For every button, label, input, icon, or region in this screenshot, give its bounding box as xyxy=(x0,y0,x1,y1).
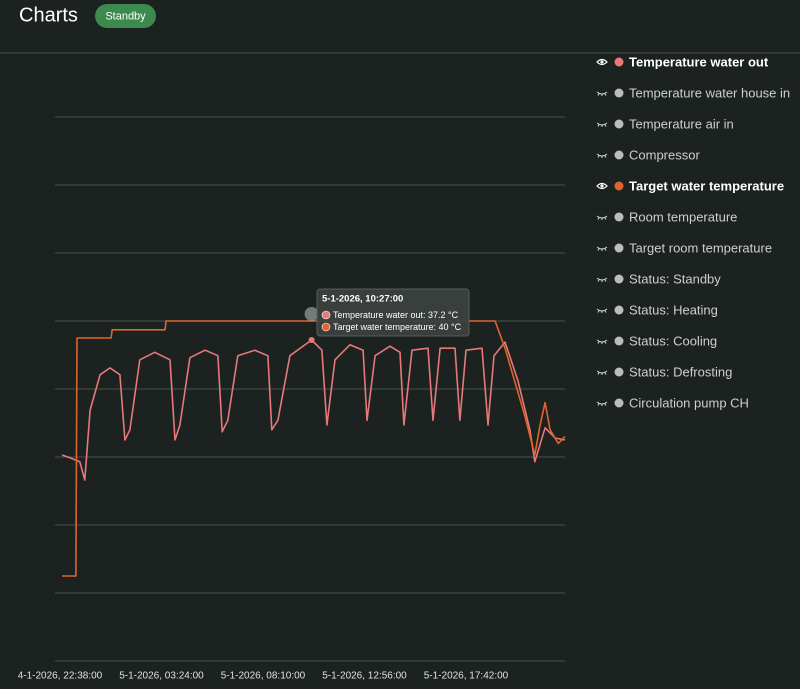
legend-item[interactable]: Temperature air in xyxy=(596,116,734,131)
legend-swatch xyxy=(614,398,624,408)
legend-swatch xyxy=(614,336,624,346)
eye-pupil xyxy=(600,60,604,64)
eye-closed-icon xyxy=(596,153,608,158)
series-line xyxy=(61,339,566,481)
legend-label: Status: Standby xyxy=(629,271,721,286)
tooltip: 5-1-2026, 10:27:00 Temperature water out:… xyxy=(304,288,470,344)
legend-item[interactable]: Status: Cooling xyxy=(596,333,717,348)
legend-swatch xyxy=(614,243,624,253)
legend-swatch xyxy=(614,274,624,284)
hover-ring xyxy=(304,307,319,321)
tooltip-title: 5-1-2026, 10:27:00 xyxy=(322,294,403,305)
eye-closed-icon xyxy=(596,91,608,96)
eye-closed-icon xyxy=(596,277,608,282)
eye-closed-icon xyxy=(596,370,608,375)
legend-label: Status: Cooling xyxy=(629,333,717,348)
eye-icon xyxy=(596,58,608,66)
legend-item[interactable]: Compressor xyxy=(596,147,700,162)
legend-item[interactable]: Temperature water house in xyxy=(596,85,790,100)
series-line xyxy=(62,320,566,577)
eye-closed-icon xyxy=(596,122,608,127)
legend-label: Temperature water out xyxy=(629,54,769,69)
legend-swatch xyxy=(614,212,624,222)
legend-item[interactable]: Status: Heating xyxy=(596,302,718,317)
tooltip-swatch xyxy=(321,310,331,320)
legend-label: Target water temperature xyxy=(629,178,784,193)
tooltip-line: Temperature water out: 37.2 °C xyxy=(333,310,459,320)
legend-item[interactable]: Target water temperature xyxy=(596,178,784,193)
legend-label: Target room temperature xyxy=(629,240,772,255)
legend-label: Temperature water house in xyxy=(629,85,790,100)
legend-label: Compressor xyxy=(629,147,700,162)
legend-label: Circulation pump CH xyxy=(629,395,749,410)
legend-swatch xyxy=(614,305,624,315)
x-tick-label: 5-1-2026, 12:56:00 xyxy=(322,671,407,682)
legend-label: Status: Heating xyxy=(629,302,718,317)
eye-pupil xyxy=(600,184,604,188)
legend-item[interactable]: Temperature water out xyxy=(596,54,769,69)
legend-swatch xyxy=(614,150,624,160)
legend-item[interactable]: Room temperature xyxy=(596,209,737,224)
status-text: Standby xyxy=(105,10,146,22)
x-tick-label: 5-1-2026, 03:24:00 xyxy=(119,671,204,682)
legend-swatch xyxy=(614,119,624,129)
x-tick-label: 5-1-2026, 17:42:00 xyxy=(424,671,509,682)
legend-label: Temperature air in xyxy=(629,116,734,131)
tooltip-box xyxy=(316,288,470,337)
tooltip-line: Target water temperature: 40 °C xyxy=(333,322,462,332)
eye-closed-icon xyxy=(596,308,608,313)
eye-closed-icon xyxy=(596,215,608,220)
page-title: Charts xyxy=(19,4,78,26)
x-tick-label: 5-1-2026, 08:10:00 xyxy=(221,671,306,682)
plot: 4-1-2026, 22:38:00 5-1-2026, 03:24:00 5-1-… xyxy=(18,116,566,682)
hover-point xyxy=(308,337,315,344)
eye-closed-icon xyxy=(596,339,608,344)
legend-swatch xyxy=(614,367,624,377)
legend-swatch xyxy=(614,88,624,98)
eye-closed-icon xyxy=(596,401,608,406)
legend-item[interactable]: Status: Defrosting xyxy=(596,364,732,379)
tooltip-swatch xyxy=(321,322,331,332)
legend-label: Status: Defrosting xyxy=(629,364,732,379)
legend: Temperature water out Temperature water h… xyxy=(596,54,790,410)
status-badge xyxy=(95,4,156,28)
eye-closed-icon xyxy=(596,246,608,251)
x-tick-label: 4-1-2026, 22:38:00 xyxy=(18,671,103,682)
eye-icon xyxy=(596,182,608,190)
legend-swatch xyxy=(614,57,624,67)
legend-item[interactable]: Target room temperature xyxy=(596,240,772,255)
legend-item[interactable]: Status: Standby xyxy=(596,271,721,286)
legend-label: Room temperature xyxy=(629,209,737,224)
legend-swatch xyxy=(614,181,624,191)
legend-item[interactable]: Circulation pump CH xyxy=(596,395,749,410)
